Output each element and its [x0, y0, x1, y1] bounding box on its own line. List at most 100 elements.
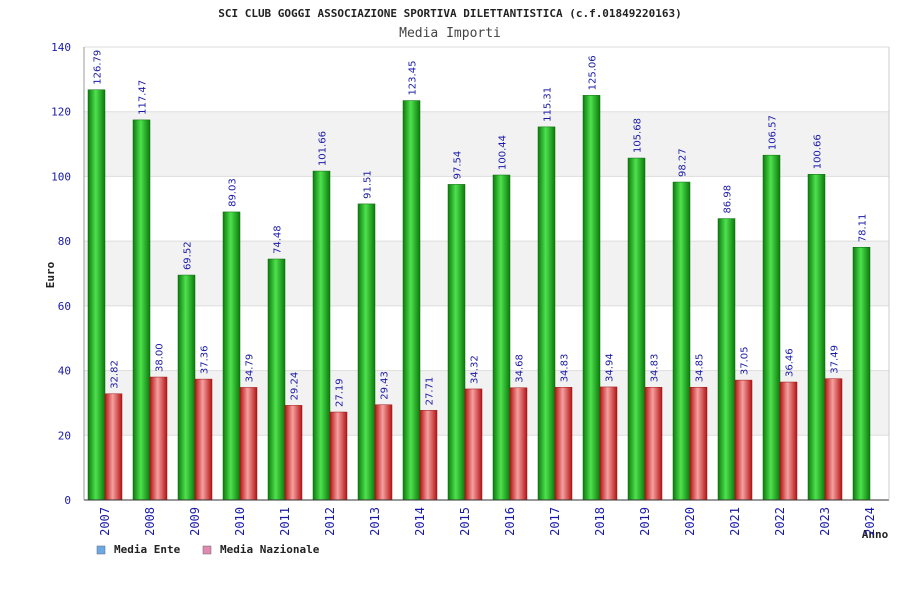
x-tick-label-2019: 2019	[638, 507, 652, 536]
value-label-media-nazionale-2019: 34.83	[650, 354, 661, 383]
bar-media-ente-2013	[357, 203, 376, 501]
value-label-media-ente-2020: 98.27	[678, 148, 689, 177]
x-tick-label-2010: 2010	[233, 507, 247, 536]
bar-media-ente-2017	[537, 126, 556, 501]
value-label-media-nazionale-2015: 34.32	[470, 355, 481, 384]
value-label-media-nazionale-2012: 27.19	[335, 378, 346, 407]
plot-band	[84, 47, 889, 112]
bar-media-ente-2010	[222, 211, 241, 501]
value-label-media-ente-2024: 78.11	[858, 214, 869, 243]
plot-band	[84, 370, 889, 436]
bar-media-ente-2020	[672, 181, 691, 501]
bar-media-nazionale-2023	[824, 378, 843, 501]
bar-media-ente-2008	[132, 119, 151, 501]
value-label-media-nazionale-2017: 34.83	[560, 354, 571, 383]
bar-media-ente-2019	[627, 157, 646, 501]
x-tick-label-2008: 2008	[143, 507, 157, 536]
value-label-media-ente-2016: 100.44	[498, 135, 509, 170]
value-label-media-ente-2012: 101.66	[318, 131, 329, 166]
bar-media-ente-2021	[717, 218, 736, 501]
x-tick-label-2007: 2007	[98, 507, 112, 536]
value-label-media-ente-2021: 86.98	[723, 185, 734, 214]
x-tick-label-2013: 2013	[368, 507, 382, 536]
x-tick-label-2015: 2015	[458, 507, 472, 536]
bar-media-ente-2023	[807, 174, 826, 501]
value-label-media-ente-2008: 117.47	[138, 80, 149, 115]
legend-swatch-media-nazionale	[202, 545, 212, 555]
gridlines	[84, 46, 889, 436]
plot-band	[84, 241, 889, 306]
bar-media-nazionale-2009	[194, 378, 213, 501]
chart-subtitle: Media Importi	[399, 26, 501, 41]
value-label-media-nazionale-2023: 37.49	[830, 345, 841, 374]
x-tick-label-2014: 2014	[413, 507, 427, 536]
y-tick-label: 120	[51, 106, 71, 119]
bar-media-nazionale-2021	[734, 379, 753, 501]
y-tick-labels: 0 20 40 60 80 100 120 140	[51, 41, 71, 507]
x-tick-label-2012: 2012	[323, 507, 337, 536]
y-tick-label: 20	[58, 429, 71, 442]
value-label-media-ente-2007: 126.79	[93, 50, 104, 85]
value-label-media-ente-2010: 89.03	[228, 178, 239, 207]
x-tick-label-2022: 2022	[773, 507, 787, 536]
plot-band	[84, 305, 889, 371]
x-tick-labels: 2007 2008 2009 2010 2011 2012 2013 2014 2015 2016…	[98, 507, 877, 536]
bars	[87, 89, 871, 501]
x-tick-label-2011: 2011	[278, 507, 292, 536]
value-label-media-ente-2009: 69.52	[183, 241, 194, 270]
bar-media-ente-2014	[402, 100, 421, 501]
bar-media-ente-2007	[87, 89, 106, 501]
value-label-media-nazionale-2007: 32.82	[110, 360, 121, 389]
bar-media-ente-2015	[447, 184, 466, 501]
x-axis-title: Anno	[862, 528, 889, 541]
bar-media-nazionale-2018	[599, 386, 618, 501]
x-tick-label-2016: 2016	[503, 507, 517, 536]
x-tick-label-2020: 2020	[683, 507, 697, 536]
value-label-media-nazionale-2021: 37.05	[740, 346, 751, 375]
value-label-media-nazionale-2022: 36.46	[785, 348, 796, 377]
value-label-media-ente-2011: 74.48	[273, 225, 284, 254]
value-label-media-nazionale-2020: 34.85	[695, 354, 706, 383]
value-label-media-ente-2018: 125.06	[588, 55, 599, 90]
y-tick-label: 40	[58, 365, 71, 378]
value-label-media-nazionale-2016: 34.68	[515, 354, 526, 383]
plot-band	[84, 111, 889, 177]
bar-media-nazionale-2014	[419, 410, 438, 501]
bar-media-ente-2009	[177, 274, 196, 501]
y-tick-label: 0	[64, 494, 71, 507]
value-label-media-ente-2017: 115.31	[543, 87, 554, 122]
plot-band	[84, 435, 889, 500]
legend-swatch-media-ente	[96, 545, 106, 555]
value-label-media-ente-2014: 123.45	[408, 61, 419, 96]
legend: Media Ente Media Nazionale	[96, 543, 320, 556]
x-tick-label-2009: 2009	[188, 507, 202, 536]
value-label-media-nazionale-2009: 37.36	[200, 345, 211, 374]
value-label-media-ente-2015: 97.54	[453, 151, 464, 180]
value-label-media-nazionale-2010: 34.79	[245, 354, 256, 383]
bar-media-nazionale-2016	[509, 387, 528, 501]
x-tick-label-2017: 2017	[548, 507, 562, 536]
plot-bands	[84, 47, 889, 500]
value-label-media-nazionale-2018: 34.94	[605, 353, 616, 382]
x-tick-label-2024: 2024	[863, 507, 877, 536]
value-label-media-nazionale-2013: 29.43	[380, 371, 391, 400]
x-tick-label-2018: 2018	[593, 507, 607, 536]
value-label-media-nazionale-2008: 38.00	[155, 343, 166, 372]
y-tick-label: 140	[51, 41, 71, 54]
bar-media-ente-2012	[312, 170, 331, 501]
y-tick-label: 100	[51, 170, 71, 183]
bar-media-ente-2018	[582, 95, 601, 501]
chart-title: SCI CLUB GOGGI ASSOCIAZIONE SPORTIVA DIL…	[218, 7, 682, 20]
value-labels: 126.79 32.82 117.47 38.00 69.52 37.36 89.03 34.…	[93, 50, 869, 407]
legend-label-media-ente: Media Ente	[114, 543, 181, 556]
bar-media-nazionale-2017	[554, 387, 573, 501]
value-label-media-nazionale-2014: 27.71	[425, 377, 436, 406]
bar-media-ente-2022	[762, 154, 781, 501]
bar-media-nazionale-2020	[689, 386, 708, 501]
bar-media-nazionale-2012	[329, 411, 348, 501]
y-tick-label: 60	[58, 300, 71, 313]
plot-band	[84, 176, 889, 242]
value-label-media-ente-2013: 91.51	[363, 170, 374, 199]
value-label-media-ente-2023: 100.66	[813, 134, 824, 169]
